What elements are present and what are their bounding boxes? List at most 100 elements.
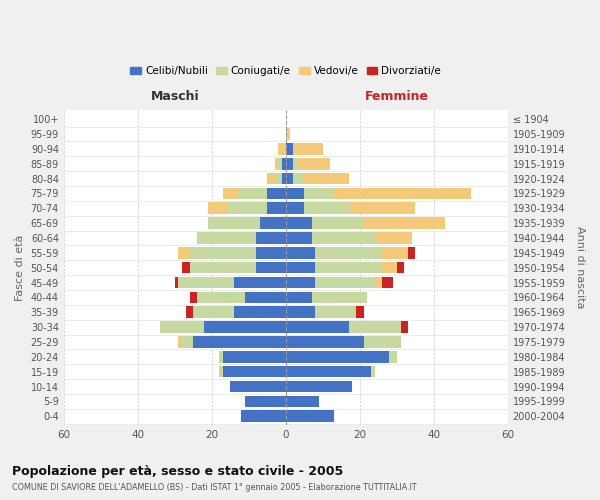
Bar	[160, 322, 205, 333]
Legend: Celibi/Nubili, Coniugati/e, Vedovi/e, Divorziati/e: Celibi/Nubili, Coniugati/e, Vedovi/e, Di…	[126, 62, 445, 80]
Bar	[256, 232, 286, 244]
Bar	[286, 380, 352, 392]
Bar	[297, 158, 330, 170]
Bar	[286, 277, 316, 288]
Bar	[275, 158, 278, 170]
Bar	[234, 306, 286, 318]
Bar	[223, 188, 238, 199]
Bar	[286, 158, 293, 170]
Bar	[286, 366, 371, 378]
Bar	[316, 277, 374, 288]
Bar	[382, 262, 397, 274]
Bar	[293, 143, 323, 154]
Bar	[219, 366, 223, 378]
Bar	[260, 218, 286, 229]
Bar	[282, 173, 286, 184]
Bar	[245, 396, 286, 407]
Bar	[312, 232, 374, 244]
Bar	[382, 247, 408, 258]
Bar	[178, 247, 190, 258]
Bar	[293, 158, 297, 170]
Bar	[286, 306, 316, 318]
Bar	[208, 218, 260, 229]
Bar	[234, 277, 286, 288]
Bar	[208, 202, 227, 214]
Bar	[230, 380, 286, 392]
Bar	[349, 202, 415, 214]
Bar	[408, 247, 415, 258]
Bar	[304, 173, 349, 184]
Bar	[190, 247, 256, 258]
Bar	[278, 158, 282, 170]
Bar	[316, 306, 356, 318]
Bar	[227, 202, 268, 214]
Bar	[241, 410, 286, 422]
Bar	[286, 188, 304, 199]
Bar	[178, 336, 182, 348]
Bar	[382, 277, 393, 288]
Text: Popolazione per età, sesso e stato civile - 2005: Popolazione per età, sesso e stato civil…	[12, 465, 343, 478]
Bar	[190, 262, 256, 274]
Text: Maschi: Maschi	[151, 90, 199, 103]
Bar	[256, 262, 286, 274]
Bar	[268, 173, 275, 184]
Bar	[205, 322, 286, 333]
Text: COMUNE DI SAVIORE DELL'ADAMELLO (BS) - Dati ISTAT 1° gennaio 2005 - Elaborazione: COMUNE DI SAVIORE DELL'ADAMELLO (BS) - D…	[12, 482, 416, 492]
Bar	[397, 262, 404, 274]
Bar	[374, 277, 382, 288]
Bar	[197, 292, 245, 303]
Bar	[356, 306, 364, 318]
Bar	[286, 218, 312, 229]
Bar	[245, 292, 286, 303]
Bar	[371, 366, 374, 378]
Bar	[182, 336, 193, 348]
Bar	[182, 262, 190, 274]
Bar	[286, 396, 319, 407]
Bar	[304, 188, 334, 199]
Bar	[286, 336, 364, 348]
Y-axis label: Anni di nascita: Anni di nascita	[575, 226, 585, 309]
Bar	[197, 232, 256, 244]
Bar	[238, 188, 268, 199]
Bar	[286, 322, 349, 333]
Bar	[286, 128, 290, 140]
Bar	[268, 202, 286, 214]
Bar	[286, 247, 316, 258]
Bar	[286, 173, 293, 184]
Bar	[186, 306, 193, 318]
Bar	[334, 188, 471, 199]
Bar	[312, 292, 367, 303]
Bar	[193, 306, 234, 318]
Bar	[364, 336, 401, 348]
Bar	[223, 351, 286, 362]
Bar	[293, 173, 304, 184]
Bar	[304, 202, 349, 214]
Bar	[312, 218, 364, 229]
Bar	[275, 173, 282, 184]
Bar	[364, 218, 445, 229]
Bar	[389, 351, 397, 362]
Bar	[190, 292, 197, 303]
Bar	[278, 143, 286, 154]
Bar	[316, 262, 382, 274]
Bar	[193, 336, 286, 348]
Bar	[401, 322, 408, 333]
Bar	[286, 292, 312, 303]
Bar	[286, 143, 293, 154]
Bar	[286, 410, 334, 422]
Bar	[349, 322, 401, 333]
Bar	[175, 277, 178, 288]
Bar	[178, 277, 234, 288]
Y-axis label: Fasce di età: Fasce di età	[15, 234, 25, 301]
Bar	[286, 262, 316, 274]
Bar	[286, 232, 312, 244]
Bar	[286, 351, 389, 362]
Bar	[219, 351, 223, 362]
Bar	[282, 158, 286, 170]
Bar	[256, 247, 286, 258]
Bar	[286, 202, 304, 214]
Bar	[223, 366, 286, 378]
Text: Femmine: Femmine	[365, 90, 429, 103]
Bar	[374, 232, 412, 244]
Bar	[316, 247, 382, 258]
